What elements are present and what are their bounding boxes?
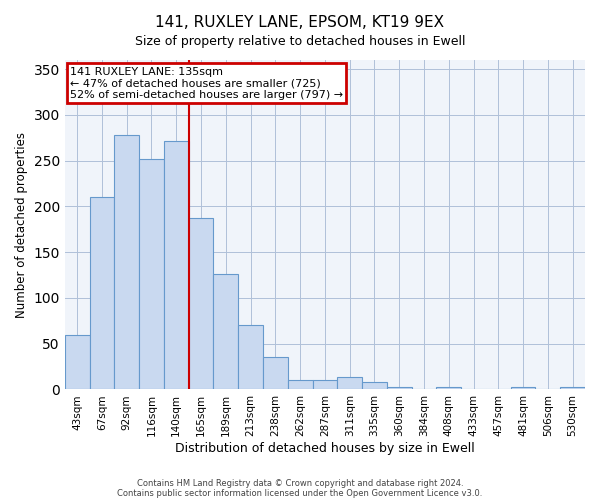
Bar <box>362 382 387 390</box>
Text: Size of property relative to detached houses in Ewell: Size of property relative to detached ho… <box>135 35 465 48</box>
Text: Contains HM Land Registry data © Crown copyright and database right 2024.: Contains HM Land Registry data © Crown c… <box>137 478 463 488</box>
Bar <box>65 334 89 390</box>
Text: Contains public sector information licensed under the Open Government Licence v3: Contains public sector information licen… <box>118 488 482 498</box>
Bar <box>238 326 263 390</box>
Y-axis label: Number of detached properties: Number of detached properties <box>15 132 28 318</box>
Bar <box>263 358 288 390</box>
Bar <box>511 386 535 390</box>
Bar <box>288 380 313 390</box>
Bar <box>436 386 461 390</box>
X-axis label: Distribution of detached houses by size in Ewell: Distribution of detached houses by size … <box>175 442 475 455</box>
Bar <box>164 140 188 390</box>
Bar <box>115 135 139 390</box>
Bar <box>139 159 164 390</box>
Bar <box>214 274 238 390</box>
Text: 141 RUXLEY LANE: 135sqm
← 47% of detached houses are smaller (725)
52% of semi-d: 141 RUXLEY LANE: 135sqm ← 47% of detache… <box>70 66 343 100</box>
Bar <box>560 386 585 390</box>
Bar <box>387 386 412 390</box>
Bar <box>89 198 115 390</box>
Bar <box>337 376 362 390</box>
Bar <box>313 380 337 390</box>
Text: 141, RUXLEY LANE, EPSOM, KT19 9EX: 141, RUXLEY LANE, EPSOM, KT19 9EX <box>155 15 445 30</box>
Bar <box>188 218 214 390</box>
